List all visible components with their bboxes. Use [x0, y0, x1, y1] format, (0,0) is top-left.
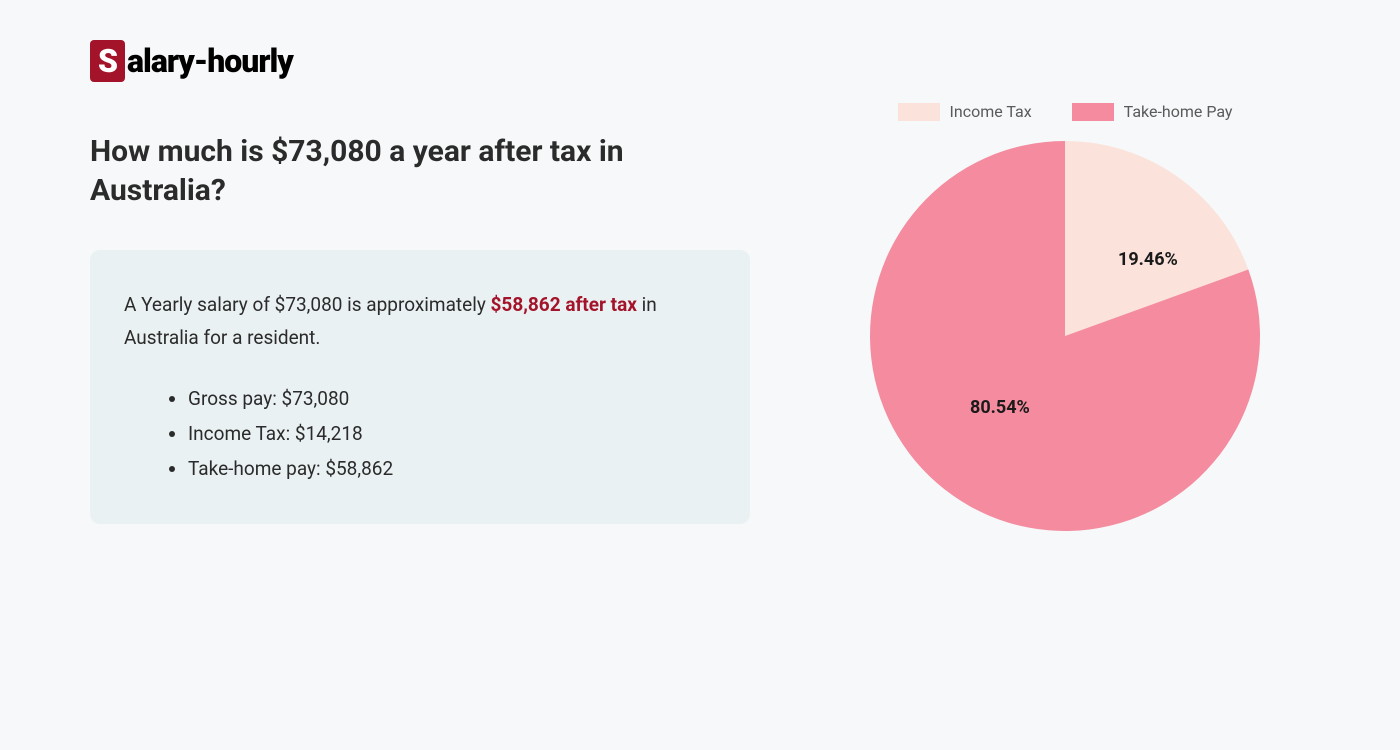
chart-legend: Income Tax Take-home Pay: [898, 102, 1233, 121]
summary-text: A Yearly salary of $73,080 is approximat…: [124, 288, 716, 355]
list-item: Gross pay: $73,080: [188, 381, 716, 416]
content-row: How much is $73,080 a year after tax in …: [90, 132, 1310, 531]
pie-slice-label: 19.46%: [1118, 249, 1178, 270]
pie-slice-label: 80.54%: [970, 397, 1030, 418]
summary-prefix: A Yearly salary of $73,080 is approximat…: [124, 293, 491, 316]
pie-svg: [870, 141, 1260, 531]
logo-text: alary-hourly: [127, 42, 293, 80]
legend-label: Income Tax: [950, 102, 1032, 121]
pie-chart: 19.46% 80.54%: [870, 141, 1260, 531]
legend-item-take-home: Take-home Pay: [1072, 102, 1233, 121]
page-title: How much is $73,080 a year after tax in …: [90, 132, 750, 210]
page-container: Salary-hourly How much is $73,080 a year…: [0, 0, 1400, 571]
right-column: Income Tax Take-home Pay 19.46% 80.54%: [820, 102, 1310, 531]
logo-initial-box: S: [90, 40, 125, 82]
left-column: How much is $73,080 a year after tax in …: [90, 132, 750, 531]
list-item: Take-home pay: $58,862: [188, 451, 716, 486]
info-box: A Yearly salary of $73,080 is approximat…: [90, 250, 750, 524]
legend-item-income-tax: Income Tax: [898, 102, 1032, 121]
site-logo: Salary-hourly: [90, 40, 1310, 82]
legend-label: Take-home Pay: [1124, 102, 1233, 121]
list-item: Income Tax: $14,218: [188, 416, 716, 451]
legend-swatch: [898, 103, 940, 121]
legend-swatch: [1072, 103, 1114, 121]
breakdown-list: Gross pay: $73,080 Income Tax: $14,218 T…: [124, 381, 716, 486]
summary-highlight: $58,862 after tax: [491, 293, 637, 316]
